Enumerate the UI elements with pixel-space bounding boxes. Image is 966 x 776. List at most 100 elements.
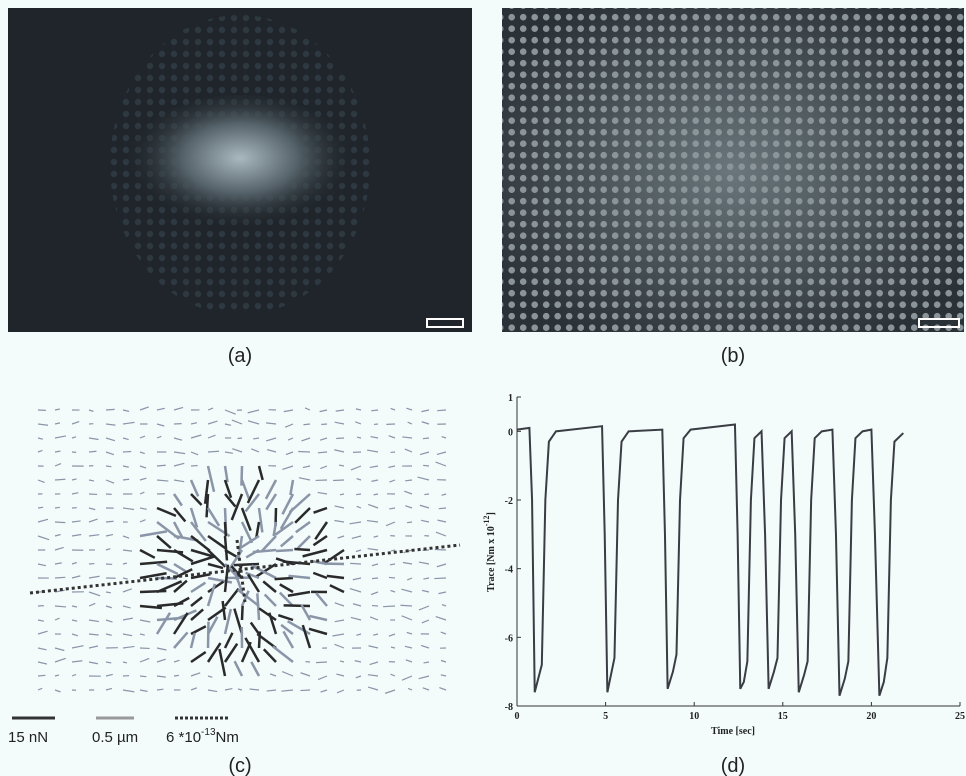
vector bbox=[37, 535, 50, 541]
vector bbox=[405, 659, 413, 663]
vector bbox=[105, 408, 115, 411]
vector bbox=[173, 568, 193, 580]
vector bbox=[207, 407, 214, 411]
vector bbox=[139, 633, 145, 636]
vector bbox=[224, 587, 240, 607]
x-tick-label: 20 bbox=[866, 711, 876, 722]
vector bbox=[352, 577, 362, 581]
vector bbox=[37, 449, 43, 453]
vector bbox=[258, 607, 277, 622]
vector bbox=[336, 673, 345, 677]
vector bbox=[37, 437, 44, 440]
vector bbox=[37, 563, 47, 567]
vector bbox=[247, 573, 261, 593]
vector bbox=[139, 491, 145, 495]
vector bbox=[172, 521, 184, 538]
vector bbox=[207, 420, 218, 425]
vector bbox=[302, 465, 311, 469]
vector bbox=[37, 479, 45, 484]
vector bbox=[206, 616, 219, 635]
vector bbox=[355, 421, 362, 425]
vector bbox=[262, 648, 277, 663]
vector bbox=[207, 450, 220, 453]
vector bbox=[350, 465, 362, 471]
vector bbox=[206, 507, 221, 527]
vector bbox=[421, 409, 430, 413]
vector bbox=[369, 465, 379, 469]
vector bbox=[266, 422, 277, 425]
vector bbox=[367, 674, 379, 677]
vector bbox=[244, 493, 260, 513]
vector bbox=[312, 534, 328, 547]
vector bbox=[274, 520, 294, 536]
vector bbox=[88, 409, 94, 412]
vector bbox=[390, 646, 396, 649]
vector bbox=[190, 573, 211, 580]
vector bbox=[335, 409, 345, 412]
vector bbox=[281, 689, 294, 692]
vector bbox=[224, 548, 238, 559]
vector bbox=[122, 437, 129, 441]
vector bbox=[339, 493, 345, 496]
vector bbox=[286, 620, 311, 636]
vector bbox=[37, 647, 47, 651]
vector bbox=[418, 561, 430, 565]
vector bbox=[367, 449, 379, 453]
vector bbox=[390, 673, 396, 677]
vector bbox=[105, 465, 112, 468]
x-tick-label: 0 bbox=[515, 711, 520, 722]
vector bbox=[207, 576, 233, 584]
vector bbox=[350, 562, 362, 565]
vector bbox=[105, 591, 111, 594]
vector bbox=[139, 604, 163, 610]
vector bbox=[279, 535, 294, 548]
vector bbox=[105, 605, 112, 609]
vector bbox=[54, 689, 61, 693]
vector bbox=[189, 479, 200, 497]
vector bbox=[257, 465, 264, 481]
vector bbox=[339, 660, 345, 663]
vector bbox=[301, 437, 311, 442]
x-axis-label: Time [sec] bbox=[711, 726, 755, 737]
vector bbox=[122, 562, 128, 565]
vector bbox=[338, 464, 345, 467]
vector bbox=[88, 518, 98, 523]
dot-pattern bbox=[502, 8, 964, 332]
vector bbox=[440, 631, 447, 635]
vector bbox=[252, 548, 277, 554]
vector bbox=[54, 605, 67, 608]
vector bbox=[423, 661, 430, 664]
vector bbox=[122, 478, 130, 481]
vector bbox=[105, 673, 113, 677]
vector bbox=[240, 465, 244, 486]
vector bbox=[390, 589, 396, 593]
vector bbox=[316, 661, 328, 664]
vector bbox=[257, 631, 262, 649]
vector bbox=[300, 604, 312, 621]
vector bbox=[139, 435, 146, 439]
vector bbox=[122, 549, 133, 552]
vector bbox=[54, 408, 60, 411]
vector bbox=[156, 506, 177, 518]
vector bbox=[54, 521, 66, 524]
vector bbox=[139, 406, 149, 411]
vector bbox=[88, 661, 99, 665]
vector bbox=[71, 645, 84, 649]
vector bbox=[249, 688, 260, 691]
vector bbox=[421, 619, 430, 624]
scale-bar bbox=[426, 318, 464, 328]
vector bbox=[406, 631, 413, 635]
vector bbox=[367, 547, 379, 551]
vector bbox=[352, 603, 362, 607]
vector bbox=[218, 648, 227, 677]
vector bbox=[139, 689, 148, 692]
vector bbox=[404, 490, 413, 495]
vector bbox=[156, 535, 172, 550]
vector bbox=[105, 661, 112, 664]
vector bbox=[71, 520, 81, 523]
vector bbox=[434, 577, 447, 580]
vector bbox=[439, 687, 447, 691]
vector bbox=[237, 588, 260, 607]
vector bbox=[139, 589, 167, 594]
y-tick-label: -4 bbox=[505, 565, 513, 576]
